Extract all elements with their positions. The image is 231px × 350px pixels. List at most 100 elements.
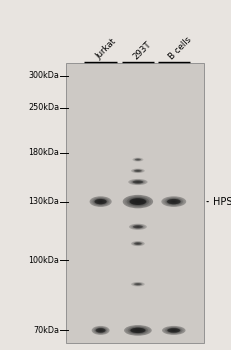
Ellipse shape xyxy=(165,198,181,205)
Ellipse shape xyxy=(134,283,141,285)
Ellipse shape xyxy=(137,159,138,160)
Text: 300kDa: 300kDa xyxy=(28,71,59,80)
Ellipse shape xyxy=(132,199,143,204)
Text: B cells: B cells xyxy=(167,35,193,61)
Ellipse shape xyxy=(131,180,143,184)
Text: 293T: 293T xyxy=(131,40,152,61)
Text: 130kDa: 130kDa xyxy=(28,197,59,206)
Ellipse shape xyxy=(134,158,141,161)
Ellipse shape xyxy=(134,226,141,228)
Ellipse shape xyxy=(132,328,143,332)
FancyBboxPatch shape xyxy=(66,63,203,343)
Ellipse shape xyxy=(171,201,175,202)
Ellipse shape xyxy=(131,169,144,173)
Ellipse shape xyxy=(99,201,102,202)
Ellipse shape xyxy=(93,198,107,205)
Ellipse shape xyxy=(131,241,144,246)
Ellipse shape xyxy=(125,326,149,335)
Ellipse shape xyxy=(129,179,146,185)
Ellipse shape xyxy=(134,170,141,172)
Ellipse shape xyxy=(167,328,179,332)
Ellipse shape xyxy=(167,199,179,204)
Ellipse shape xyxy=(131,224,144,229)
Ellipse shape xyxy=(91,326,109,335)
Ellipse shape xyxy=(131,241,143,246)
Ellipse shape xyxy=(126,197,149,206)
Ellipse shape xyxy=(92,327,108,334)
Ellipse shape xyxy=(134,159,140,161)
Ellipse shape xyxy=(122,195,152,208)
Ellipse shape xyxy=(167,328,179,332)
Ellipse shape xyxy=(132,225,142,228)
Ellipse shape xyxy=(134,159,140,161)
Ellipse shape xyxy=(130,198,145,205)
Ellipse shape xyxy=(128,224,146,230)
Ellipse shape xyxy=(137,243,138,244)
Text: HPS5: HPS5 xyxy=(213,197,231,206)
Ellipse shape xyxy=(95,328,105,332)
Ellipse shape xyxy=(96,328,105,332)
Ellipse shape xyxy=(133,169,142,172)
Ellipse shape xyxy=(136,159,139,160)
Ellipse shape xyxy=(172,330,174,331)
Ellipse shape xyxy=(135,159,139,160)
Ellipse shape xyxy=(135,243,140,245)
Ellipse shape xyxy=(135,181,140,183)
Ellipse shape xyxy=(134,242,141,245)
Ellipse shape xyxy=(130,224,145,230)
Ellipse shape xyxy=(170,329,176,331)
Ellipse shape xyxy=(129,327,146,334)
Ellipse shape xyxy=(168,199,178,204)
Ellipse shape xyxy=(134,170,141,172)
Ellipse shape xyxy=(135,284,140,285)
Ellipse shape xyxy=(163,327,183,334)
Ellipse shape xyxy=(134,283,141,285)
Ellipse shape xyxy=(135,226,140,228)
Ellipse shape xyxy=(169,329,177,332)
Ellipse shape xyxy=(170,200,176,203)
Ellipse shape xyxy=(136,284,139,285)
Ellipse shape xyxy=(131,328,144,333)
Ellipse shape xyxy=(92,198,108,205)
Ellipse shape xyxy=(136,330,139,331)
Ellipse shape xyxy=(137,170,138,171)
Ellipse shape xyxy=(134,329,141,332)
Ellipse shape xyxy=(164,198,182,205)
Ellipse shape xyxy=(91,197,110,206)
Ellipse shape xyxy=(94,327,107,334)
Ellipse shape xyxy=(95,199,106,204)
Text: 250kDa: 250kDa xyxy=(28,103,59,112)
Ellipse shape xyxy=(161,326,185,335)
Ellipse shape xyxy=(129,198,146,205)
Ellipse shape xyxy=(95,328,106,333)
Ellipse shape xyxy=(136,243,139,244)
Ellipse shape xyxy=(97,200,103,203)
Ellipse shape xyxy=(135,170,140,172)
Ellipse shape xyxy=(137,284,138,285)
Ellipse shape xyxy=(89,196,111,207)
Ellipse shape xyxy=(135,201,139,202)
Ellipse shape xyxy=(127,327,148,334)
Ellipse shape xyxy=(133,158,141,161)
Ellipse shape xyxy=(132,242,143,245)
Ellipse shape xyxy=(132,225,143,229)
Ellipse shape xyxy=(134,200,141,203)
Ellipse shape xyxy=(134,181,141,183)
Ellipse shape xyxy=(99,330,101,331)
Ellipse shape xyxy=(134,242,141,245)
Ellipse shape xyxy=(96,199,104,204)
Ellipse shape xyxy=(132,169,143,173)
Ellipse shape xyxy=(136,170,139,172)
Ellipse shape xyxy=(130,328,145,333)
Ellipse shape xyxy=(98,329,102,331)
Ellipse shape xyxy=(133,181,142,183)
Ellipse shape xyxy=(128,179,147,185)
Ellipse shape xyxy=(133,283,142,286)
Ellipse shape xyxy=(133,242,142,245)
Ellipse shape xyxy=(131,282,144,286)
Ellipse shape xyxy=(166,199,180,204)
Ellipse shape xyxy=(128,197,147,206)
Ellipse shape xyxy=(94,199,106,204)
Ellipse shape xyxy=(136,226,138,227)
Text: 70kDa: 70kDa xyxy=(33,326,59,335)
